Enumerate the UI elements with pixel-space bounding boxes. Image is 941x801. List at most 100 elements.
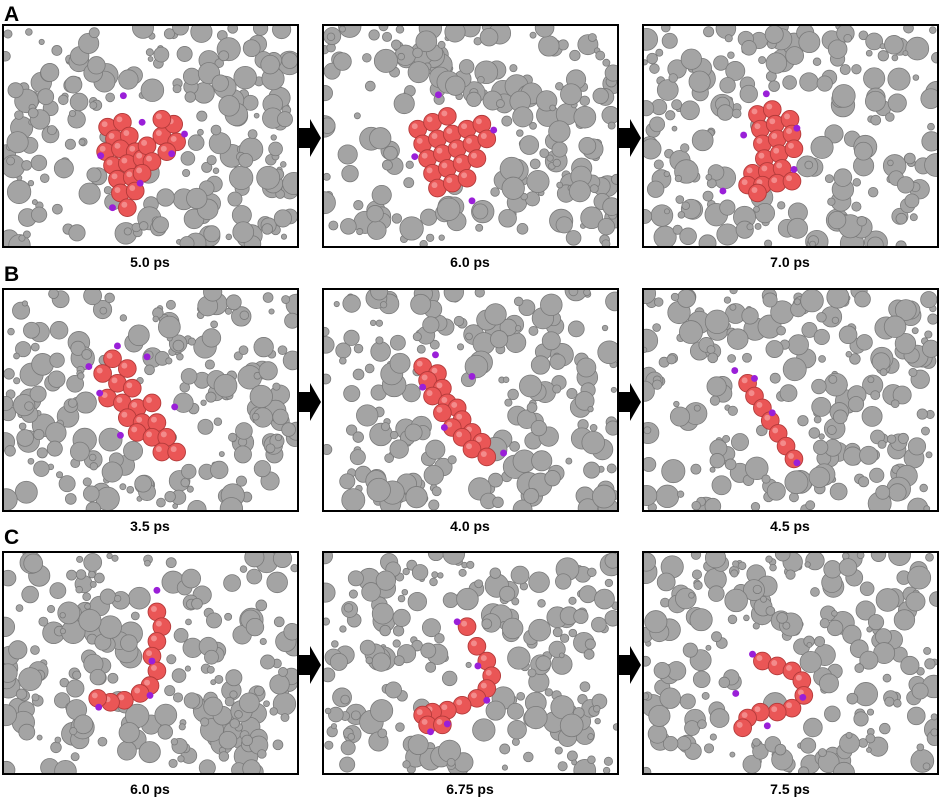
atom-highlight [786, 175, 792, 182]
atom-highlight [470, 640, 477, 647]
solvent-particle [367, 220, 387, 240]
solvent-particle [395, 722, 405, 732]
solvent-particle [703, 26, 715, 38]
solvent-particle [262, 292, 274, 303]
solvent-particle [177, 755, 185, 763]
solvent-particle [329, 652, 348, 671]
atom-highlight [441, 397, 448, 403]
solvent-particle [644, 290, 657, 305]
molecule-atom [137, 136, 157, 156]
solvent-particle [21, 300, 28, 307]
solvent-particle [475, 223, 484, 232]
atom-highlight [456, 431, 463, 438]
solvent-particle [727, 405, 738, 416]
solvent-particle [907, 437, 927, 456]
solvent-particle [282, 350, 297, 371]
atom-highlight [446, 421, 453, 428]
solvent-particle [648, 704, 671, 727]
solvent-particle [181, 463, 197, 480]
molecule-atom [117, 359, 137, 378]
solvent-particle [612, 723, 617, 731]
solvent-particle [229, 718, 240, 729]
solvent-particle [846, 692, 859, 705]
solvent-particle [904, 152, 916, 165]
atom-highlight [150, 635, 157, 642]
atom-highlight [470, 152, 477, 159]
solvent-particle [679, 693, 696, 710]
solvent-particle [655, 48, 664, 57]
solvent-particle [15, 688, 28, 700]
solvent-particle [742, 755, 762, 773]
solvent-particle [238, 345, 249, 356]
solvent-particle [709, 733, 717, 741]
solvent-particle [644, 426, 652, 435]
solvent-particle [280, 161, 287, 168]
solvent-particle [59, 612, 66, 619]
atom-highlight [114, 187, 121, 193]
solvent-particle [111, 554, 119, 562]
solvent-particle [263, 700, 270, 707]
solvent-particle [54, 692, 71, 709]
solvent-particle [698, 234, 717, 246]
solvent-particle [555, 573, 572, 590]
solvent-particle [902, 50, 909, 57]
solvent-particle [54, 736, 62, 744]
solvent-particle [370, 341, 391, 362]
atom-highlight [756, 401, 763, 408]
solvent-particle [66, 374, 85, 393]
atom-highlight [160, 431, 167, 438]
solvent-particle [442, 553, 466, 565]
solvent-particle [681, 201, 690, 210]
solvent-particle [853, 682, 879, 707]
solvent-particle [333, 52, 352, 71]
solvent-particle [239, 310, 250, 320]
solvent-particle [23, 553, 44, 574]
solvent-particle [382, 31, 393, 42]
molecule-atom [142, 393, 162, 413]
solvent-particle [752, 743, 769, 760]
solvent-particle [419, 240, 428, 246]
time-label-a2: 6.0 ps [450, 254, 490, 270]
solvent-particle [921, 131, 937, 152]
atom-highlight [756, 655, 763, 662]
atom-highlight [461, 123, 468, 130]
solvent-particle [760, 595, 768, 603]
solvent-particle [565, 230, 582, 246]
solvent-particle [366, 205, 384, 223]
solvent-particle [816, 312, 827, 323]
atom-highlight [121, 411, 128, 418]
solvent-particle [261, 223, 274, 235]
solvent-particle [501, 617, 524, 640]
solvent-particle [811, 378, 827, 395]
atom-highlight [769, 118, 776, 125]
terminal-atom [181, 130, 188, 138]
solvent-particle [568, 180, 591, 203]
solvent-particle [804, 160, 814, 170]
atom-highlight [751, 187, 758, 193]
solvent-particle [859, 650, 879, 670]
solvent-particle [397, 52, 405, 61]
solvent-particle [18, 667, 43, 691]
solvent-particle [187, 134, 205, 151]
atom-highlight [131, 426, 138, 433]
solvent-particle [436, 197, 461, 221]
solvent-particle [118, 69, 139, 90]
solvent-particle [879, 368, 888, 377]
solvent-particle [375, 319, 383, 327]
solvent-particle [324, 667, 336, 683]
solvent-particle [646, 180, 665, 198]
atom-highlight [121, 362, 128, 369]
solvent-particle [557, 761, 568, 772]
atom-highlight [436, 406, 443, 413]
solvent-particle [218, 730, 238, 750]
solvent-particle [330, 723, 338, 730]
solvent-particle [246, 568, 263, 585]
solvent-particle [663, 170, 670, 178]
solvent-particle [353, 112, 361, 120]
solvent-particle [671, 99, 683, 111]
solvent-particle [437, 572, 444, 579]
solvent-particle [839, 64, 851, 75]
terminal-atom [490, 126, 498, 134]
solvent-particle [40, 63, 60, 82]
solvent-particle [544, 688, 553, 697]
